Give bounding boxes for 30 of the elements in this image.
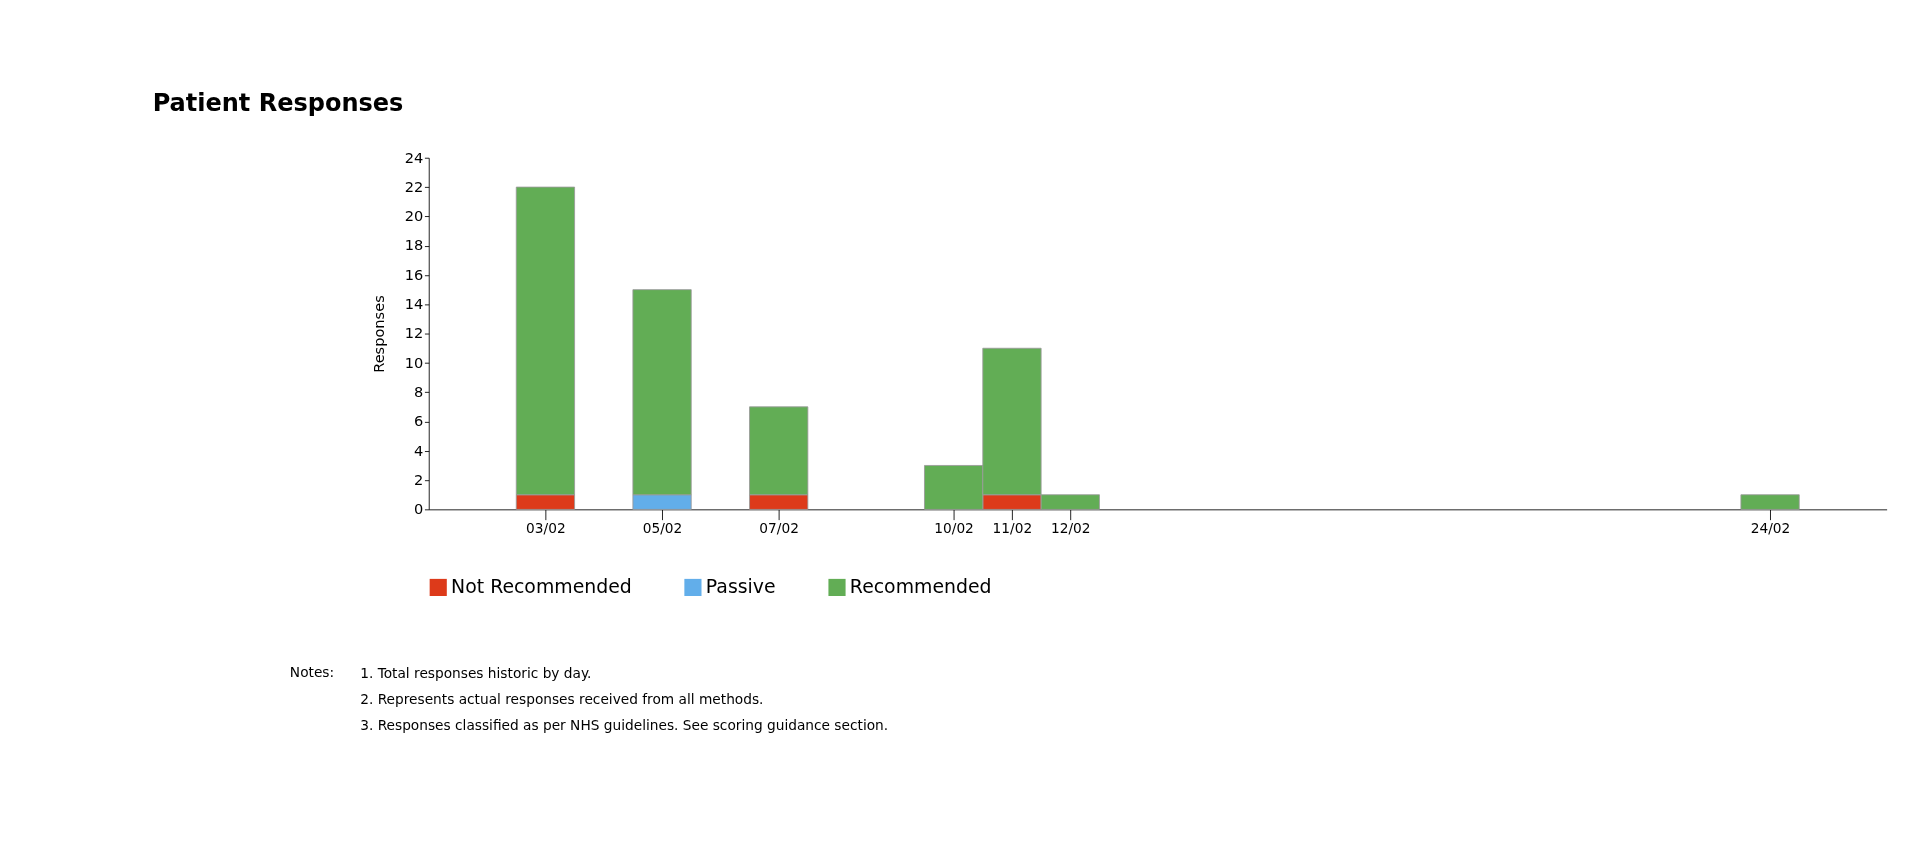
y-tick-label: 8 [413, 382, 424, 400]
y-tick-label: 10 [404, 353, 424, 371]
legend-label: Not Recommended [451, 575, 632, 598]
x-tick-label: 11/02 [992, 520, 1033, 536]
text: Notes: [289, 663, 335, 680]
y-tick-label: 24 [404, 148, 424, 166]
bar [1740, 494, 1800, 510]
y-tick-label: 16 [404, 265, 424, 283]
y-tick-label: 0 [413, 500, 424, 518]
x-tick-label: 03/02 [526, 520, 566, 536]
y-tick-label: 12 [404, 324, 424, 342]
y-tick-label: 2 [413, 470, 424, 488]
chart-title: Patient Responses [152, 88, 404, 117]
y-tick-label: 6 [413, 412, 424, 430]
text: 1. Total responses historic by day. [360, 665, 592, 682]
x-tick-label: 05/02 [642, 520, 683, 536]
x-tick-label: 24/02 [1750, 520, 1791, 536]
y-tick-label: 14 [404, 295, 424, 313]
x-tick-label: 07/02 [759, 520, 799, 536]
text: 2. Represents actual responses received from all methods. [360, 691, 764, 708]
x-tick-label: 10/02 [934, 520, 974, 536]
y-axis-title: Responses [370, 295, 388, 373]
y-tick-label: 20 [404, 207, 424, 225]
y-tick-label: 22 [404, 177, 424, 195]
text: 3. Responses classified as per NHS guidelines. See scoring guidance section. [360, 716, 889, 733]
y-tick-label: 18 [404, 236, 424, 254]
legend-label: Recommended [849, 575, 992, 598]
legend-label: Passive [705, 575, 776, 598]
x-tick-label: 12/02 [1050, 520, 1091, 536]
y-tick-label: 4 [413, 441, 424, 459]
